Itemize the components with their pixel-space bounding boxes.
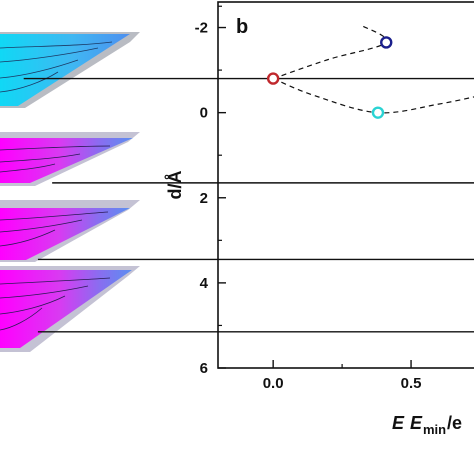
x-axis-title-main: E (410, 413, 423, 433)
x-axis-title-prefix: E (392, 413, 405, 433)
y-tick-label: 0 (200, 105, 208, 122)
data-points (266, 36, 393, 119)
y-tick-label: 2 (200, 190, 208, 207)
data-point-3 (371, 106, 385, 119)
y-tick-label: -2 (195, 20, 208, 37)
data-point-2 (380, 36, 393, 49)
x-axis-title-sub: min (423, 422, 446, 437)
dashed-curve-2 (272, 78, 474, 114)
plot-frame (217, 1, 474, 369)
contour-slab-4 (0, 266, 140, 352)
contour-slab-2 (0, 132, 140, 186)
reference-lines (23, 77, 474, 333)
contour-slabs (0, 32, 140, 352)
dashed-curve-1 (273, 24, 388, 80)
x-axis-ticks: 0.0 0.5 (263, 360, 422, 392)
contour-slab-3 (0, 200, 140, 262)
x-tick-label: 0.0 (263, 375, 284, 392)
x-axis-title: E E min /e (392, 413, 462, 437)
dashed-curves (272, 24, 474, 114)
x-tick-label: 0.5 (401, 375, 422, 392)
y-tick-label: 6 (200, 360, 208, 377)
y-axis-ticks: -2 0 2 4 6 (195, 5, 226, 377)
x-axis-title-suffix: /e (447, 413, 462, 433)
y-tick-label: 4 (200, 275, 209, 292)
y-axis-title: d/Å (165, 171, 185, 200)
panel-label: b (236, 16, 248, 38)
contour-slab-top (0, 32, 140, 108)
data-point-1 (266, 72, 280, 85)
